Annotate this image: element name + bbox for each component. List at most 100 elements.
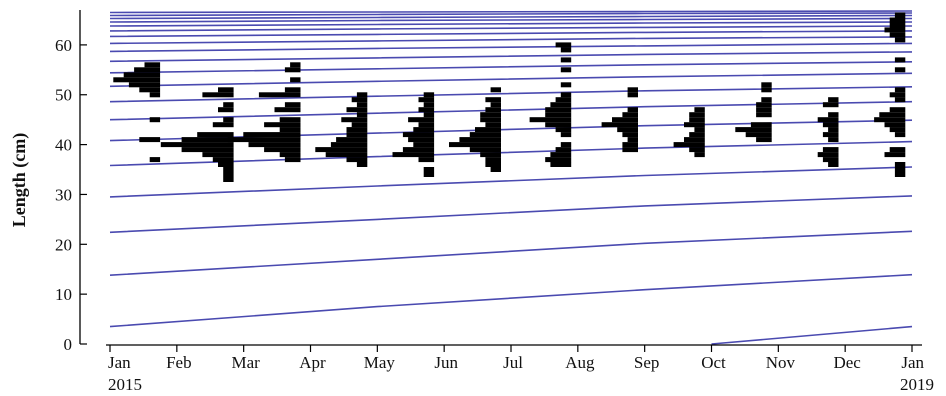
histogram-bar-mar-55 (284, 67, 301, 73)
histogram-bar-dec-38 (884, 152, 906, 158)
histogram-bar-jul-39 (555, 147, 572, 153)
x-year-label-end: 2019 (900, 375, 934, 394)
histogram-bar-aug-42 (622, 132, 638, 138)
y-axis: 0 10 20 30 40 50 60 (55, 10, 87, 354)
histogram-bar-may-49 (418, 97, 435, 103)
histogram-bar-jul-49 (555, 97, 572, 103)
histogram-bar-may-39 (402, 147, 435, 153)
y-tick-label-50: 50 (55, 86, 72, 105)
histogram-bar-jul-40 (560, 142, 572, 148)
histogram-bar-oct-42 (745, 132, 772, 138)
histogram-bar-feb-39 (181, 147, 234, 153)
histogram-bar-aug-43 (617, 127, 638, 133)
histogram-bar-aug-41 (627, 137, 638, 143)
histogram-bar-dec-61 (894, 37, 906, 43)
histogram-bar-oct-44 (750, 122, 772, 128)
growth-curve-6 (109, 140, 913, 167)
x-tick-label-mar-2: Mar (232, 353, 261, 372)
histogram-bar-jun-51 (490, 87, 501, 93)
histogram-bar-jul-47 (545, 107, 572, 113)
histogram-bar-jun-48 (490, 102, 501, 108)
histogram-bar-nov-38 (817, 152, 839, 158)
x-tick-label-feb-1: Feb (166, 353, 192, 372)
histogram-bar-feb-34 (223, 172, 234, 177)
histogram-bar-dec-34 (894, 172, 906, 177)
histogram-bar-mar-38 (279, 152, 301, 158)
histogram-bar-feb-47 (218, 107, 234, 113)
histogram-bar-jul-59 (560, 47, 572, 53)
growth-curve-12 (109, 51, 913, 63)
histogram-bar-nov-41 (828, 137, 839, 143)
histogram-bar-mar-56 (290, 62, 301, 68)
histogram-bar-dec-36 (894, 162, 906, 167)
growth-curve-20 (109, 12, 913, 17)
histogram-bar-may-42 (402, 132, 435, 138)
histogram-bar-dec-65 (889, 17, 906, 23)
histogram-bar-jun-46 (480, 112, 501, 118)
histogram-bar-feb-40 (160, 142, 234, 148)
histogram-bar-apr-45 (341, 117, 368, 123)
growth-curve-21 (109, 10, 913, 14)
histogram-bar-aug-51 (627, 87, 638, 93)
histogram-bar-dec-47 (889, 107, 906, 113)
histogram-bar-sep-47 (694, 107, 705, 113)
histogram-bar-sep-41 (684, 137, 705, 143)
histogram-bar-dec-35 (894, 167, 906, 172)
histogram-bar-may-44 (418, 122, 435, 128)
histogram-bar-jun-39 (469, 147, 501, 153)
histogram-bar-feb-50 (202, 92, 234, 98)
growth-curve-15 (109, 30, 913, 38)
histogram-bar-oct-48 (756, 102, 772, 108)
x-tick-label-jan-12: Jan (901, 353, 924, 372)
histogram-bar-apr-49 (351, 97, 368, 103)
histogram-bar-jan-56 (144, 62, 161, 68)
y-tick-label-10: 10 (55, 285, 72, 304)
histogram-bar-dec-46 (879, 112, 906, 118)
histogram-bar-feb-35 (223, 167, 234, 172)
histogram-bar-sep-39 (689, 147, 705, 153)
histogram-bar-dec-43 (889, 127, 906, 133)
histogram-bar-oct-51 (761, 87, 772, 93)
growth-curve-10 (109, 72, 913, 88)
histogram-bar-apr-37 (346, 157, 368, 163)
histogram-bar-jun-42 (469, 132, 501, 138)
histogram-bar-oct-49 (761, 97, 772, 103)
histogram-bars-layer (113, 12, 906, 182)
histogram-bar-jun-41 (459, 137, 501, 143)
histogram-bar-apr-50 (356, 92, 368, 98)
histogram-bar-dec-64 (889, 22, 906, 28)
histogram-bar-nov-48 (822, 102, 839, 108)
histogram-bar-may-34 (423, 172, 435, 177)
growth-curve-8 (109, 100, 913, 121)
y-tick-label-40: 40 (55, 136, 72, 155)
histogram-bar-sep-40 (673, 142, 705, 148)
histogram-bar-mar-40 (248, 142, 301, 148)
histogram-bar-jan-37 (149, 157, 161, 163)
histogram-bar-may-50 (423, 92, 435, 98)
histogram-bar-dec-44 (884, 122, 906, 128)
growth-curve-1 (711, 325, 913, 345)
histogram-bar-jul-44 (545, 122, 572, 128)
x-tick-label-jun-5: Jun (434, 353, 458, 372)
histogram-bar-aug-40 (622, 142, 638, 148)
y-tick-label-30: 30 (55, 185, 72, 204)
histogram-bar-jun-35 (490, 167, 501, 172)
x-tick-label-dec-11: Dec (833, 353, 861, 372)
histogram-bar-mar-53 (290, 77, 301, 83)
histogram-bar-may-48 (423, 102, 435, 108)
growth-curves-layer (109, 10, 913, 345)
histogram-bar-oct-46 (756, 112, 772, 118)
histogram-bar-apr-40 (330, 142, 368, 148)
growth-curve-17 (109, 21, 913, 27)
histogram-bar-mar-41 (227, 137, 301, 143)
histogram-bar-jan-55 (134, 67, 161, 73)
histogram-bar-may-38 (392, 152, 435, 158)
histogram-bar-jun-36 (485, 162, 501, 167)
histogram-bar-nov-39 (822, 147, 839, 153)
histogram-bar-jan-52 (128, 82, 161, 88)
histogram-bar-feb-36 (218, 162, 234, 167)
histogram-bar-feb-51 (218, 87, 234, 93)
histogram-bar-aug-44 (601, 122, 638, 128)
histogram-bar-jan-53 (113, 77, 161, 83)
